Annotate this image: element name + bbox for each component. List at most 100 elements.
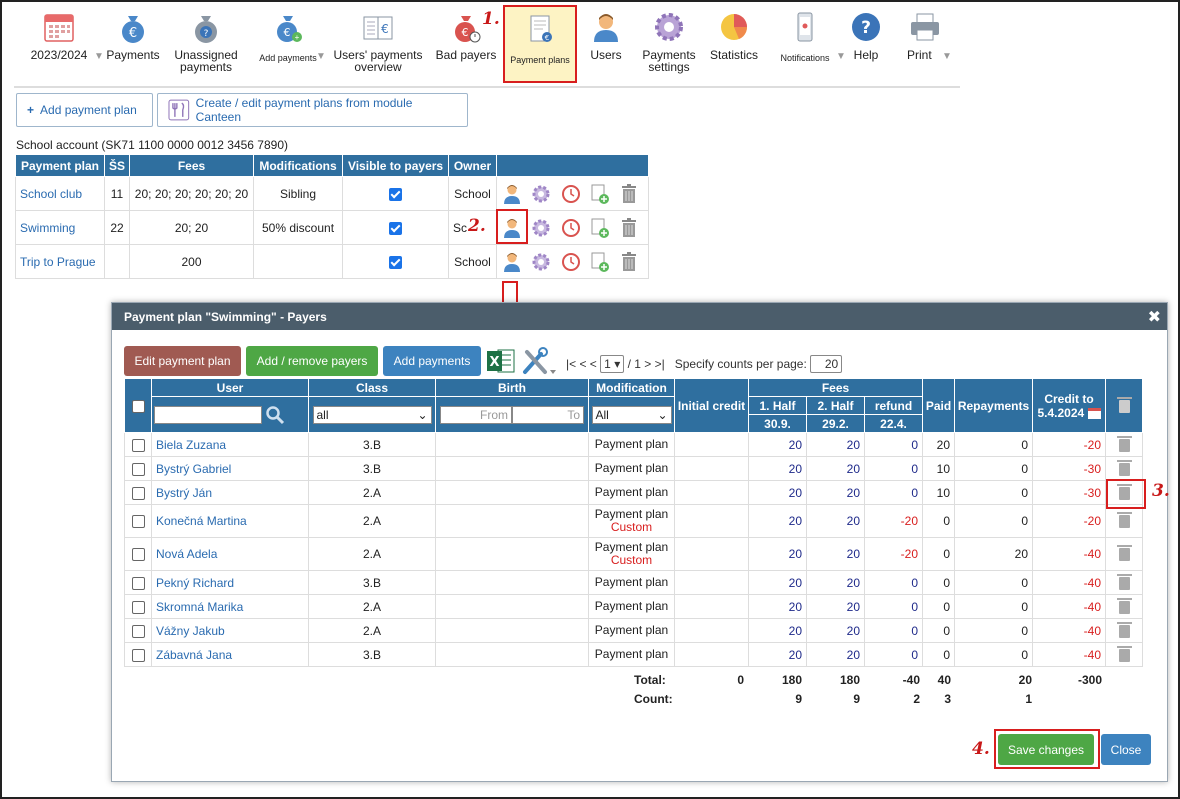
payers-user-icon[interactable] [501, 217, 523, 239]
toolbar-label: 2023/2024 [30, 48, 88, 62]
row-checkbox[interactable] [131, 486, 145, 500]
toolbar-unassigned-payments[interactable]: ? Unassigned payments [168, 4, 244, 86]
trash-icon[interactable] [1116, 396, 1132, 413]
payer-name-link[interactable]: Biela Zuzana [151, 432, 309, 457]
modification-value: Payment plan [594, 623, 669, 637]
page-select[interactable]: 1 ▾ [600, 355, 625, 373]
birth-from-input[interactable]: From [440, 405, 512, 424]
toolbar-statistics[interactable]: Statistics [706, 4, 762, 86]
select-all-checkbox[interactable] [131, 399, 145, 413]
tools-icon[interactable] [521, 346, 557, 376]
save-changes-button[interactable]: Save changes [998, 734, 1094, 765]
payer-initial-credit [674, 537, 749, 571]
toolbar-payment-plans[interactable]: € Payment plans [504, 6, 576, 82]
payer-name-link[interactable]: Vážny Jakub [151, 618, 309, 643]
toolbar-school-year[interactable]: 2023/2024 ▼ [20, 4, 104, 86]
close-icon[interactable]: ✖ [1147, 309, 1161, 326]
row-checkbox[interactable] [131, 515, 145, 529]
trash-icon[interactable] [1116, 545, 1132, 562]
plan-name-link[interactable]: School club [15, 176, 105, 211]
payer-name-link[interactable]: Pekný Richard [151, 570, 309, 595]
payer-name-link[interactable]: Skromná Marika [151, 594, 309, 619]
trash-icon[interactable] [618, 251, 640, 273]
user-search-input[interactable] [154, 405, 262, 424]
toolbar-bad-payers[interactable]: € Bad payers [432, 4, 500, 86]
trash-icon[interactable] [618, 183, 640, 205]
next-page-button[interactable]: > >| [644, 357, 665, 371]
birth-to-input[interactable]: To [512, 405, 584, 424]
visible-checkbox[interactable] [389, 221, 403, 235]
first-page-button[interactable]: |< [566, 357, 577, 371]
toolbar-payments-settings[interactable]: Payments settings [636, 4, 702, 86]
row-checkbox[interactable] [131, 548, 145, 562]
trash-icon[interactable] [618, 217, 640, 239]
trash-icon[interactable] [1116, 597, 1132, 614]
toolbar-payments[interactable]: € Payments [104, 4, 162, 86]
gear-icon[interactable] [530, 183, 552, 205]
toolbar-help[interactable]: ? Help [848, 4, 884, 86]
counts-per-page-input[interactable]: 20 [810, 355, 843, 373]
row-checkbox[interactable] [131, 648, 145, 662]
toolbar-users-payments-overview[interactable]: € Users' payments overview [330, 4, 426, 86]
plan-name-link[interactable]: Swimming [15, 210, 105, 245]
payer-credit: -20 [1032, 432, 1106, 457]
trash-icon[interactable] [1116, 512, 1132, 529]
plan-actions [496, 210, 650, 245]
trash-icon[interactable] [1116, 573, 1132, 590]
toolbar-print[interactable]: Print ▼ [900, 4, 952, 86]
row-checkbox[interactable] [131, 438, 145, 452]
payer-name-link[interactable]: Nová Adela [151, 537, 309, 571]
history-clock-icon[interactable] [560, 251, 582, 273]
row-checkbox[interactable] [131, 462, 145, 476]
visible-checkbox[interactable] [389, 255, 403, 269]
copy-add-icon[interactable] [589, 251, 611, 273]
row-delete-cell [1105, 618, 1143, 643]
row-checkbox[interactable] [131, 576, 145, 590]
canteen-plans-button[interactable]: Create / edit payment plans from module … [157, 93, 468, 127]
trash-icon[interactable] [1116, 435, 1132, 452]
row-checkbox[interactable] [131, 600, 145, 614]
toolbar-notifications[interactable]: Notifications ▼ [766, 4, 846, 86]
svg-text:€: € [545, 34, 549, 42]
edit-payment-plan-button[interactable]: Edit payment plan [124, 346, 241, 376]
row-checkbox[interactable] [131, 624, 145, 638]
history-clock-icon[interactable] [560, 183, 582, 205]
toolbar-add-payments[interactable]: € + Add payments ▼ [250, 4, 326, 86]
copy-add-icon[interactable] [589, 183, 611, 205]
trash-icon[interactable] [1116, 459, 1132, 476]
plan-name-link[interactable]: Trip to Prague [15, 244, 105, 279]
trash-icon[interactable] [1116, 621, 1132, 638]
chevron-down-icon[interactable]: ▼ [94, 51, 104, 62]
add-payment-plan-button[interactable]: + Add payment plan [16, 93, 153, 127]
col-actions [496, 154, 650, 177]
gear-icon[interactable] [530, 217, 552, 239]
calendar-icon[interactable] [1087, 407, 1101, 419]
payers-user-icon[interactable] [501, 183, 523, 205]
payer-name-link[interactable]: Bystrý Gabriel [151, 456, 309, 481]
close-button[interactable]: Close [1101, 734, 1151, 765]
payers-user-icon[interactable] [501, 251, 523, 273]
copy-add-icon[interactable] [589, 217, 611, 239]
payer-repayments: 0 [954, 570, 1033, 595]
class-filter-select[interactable]: all ⌄ [312, 405, 432, 424]
payer-name-link[interactable]: Bystrý Ján [151, 480, 309, 505]
chevron-down-icon[interactable]: ▼ [316, 51, 326, 62]
trash-icon[interactable] [1116, 483, 1132, 500]
payer-name-link[interactable]: Konečná Martina [151, 504, 309, 538]
count-half1: 9 [795, 692, 802, 706]
add-remove-payers-button[interactable]: Add / remove payers [246, 346, 378, 376]
payer-name-link[interactable]: Zábavná Jana [151, 642, 309, 667]
add-payments-button[interactable]: Add payments [383, 346, 481, 376]
prev-page-button[interactable]: < < [579, 357, 597, 371]
toolbar-users[interactable]: Users [582, 4, 630, 86]
gear-icon[interactable] [530, 251, 552, 273]
excel-export-icon[interactable]: X [486, 347, 516, 375]
history-clock-icon[interactable] [560, 217, 582, 239]
chevron-down-icon[interactable]: ▼ [942, 51, 952, 62]
visible-checkbox[interactable] [389, 187, 403, 201]
row-select-cell [124, 504, 152, 538]
search-icon[interactable] [265, 405, 285, 425]
trash-icon[interactable] [1116, 645, 1132, 662]
chevron-down-icon[interactable]: ▼ [836, 51, 846, 62]
modification-filter-select[interactable]: All ⌄ [591, 405, 672, 424]
